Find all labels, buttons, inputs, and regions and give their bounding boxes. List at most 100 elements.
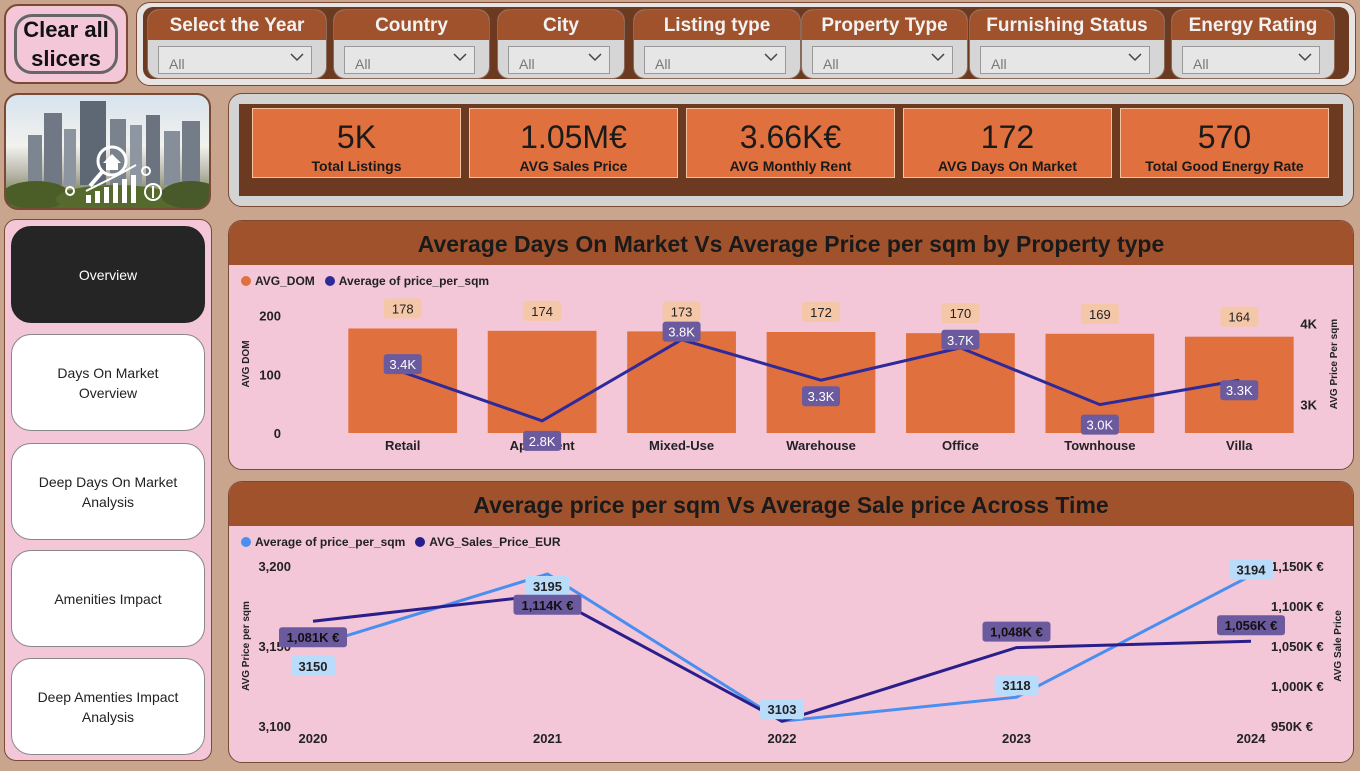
slicer-value: All — [519, 56, 535, 72]
line-data-label: 1,081K € — [287, 630, 340, 645]
bar — [766, 331, 876, 433]
bar-data-label: 164 — [1228, 310, 1250, 325]
kpi-card: 172 AVG Days On Market — [903, 108, 1112, 178]
x-tick-label: 2020 — [299, 731, 328, 746]
slicer: Listing type All — [633, 9, 801, 79]
chart-title: Average Days On Market Vs Average Price … — [229, 221, 1353, 265]
navigation-panel: Overview Days On Market Overview Deep Days… — [4, 219, 212, 761]
slicer-dropdown[interactable]: All — [158, 46, 312, 74]
house-search-icon — [88, 145, 128, 188]
bar-label-background — [802, 301, 840, 322]
y2-tick-label: 1,050K € — [1271, 639, 1324, 654]
legend-label: AVG_DOM — [255, 274, 315, 288]
line-data-label: 3103 — [768, 702, 797, 717]
nav-button-label: Overview — [78, 266, 138, 283]
legend-marker — [415, 537, 426, 547]
line-label-background — [994, 675, 1039, 696]
nav-button[interactable]: Deep Days On Market Analysis — [11, 443, 205, 540]
chevron-down-icon — [290, 53, 304, 62]
kpi-value: 570 — [1197, 119, 1252, 155]
bar-data-label: 172 — [810, 305, 832, 320]
slicer: Furnishing Status All — [969, 9, 1165, 79]
y2-tick-label: 950K € — [1271, 719, 1313, 734]
nav-button[interactable]: Deep Amenties Impact Analysis — [11, 658, 205, 755]
kpi-value: 1.05M€ — [520, 119, 627, 155]
legend-label: Average of price_per_sqm — [338, 274, 490, 288]
legend-item: AVG_Sales_Price_EUR — [415, 535, 560, 549]
line-label-background — [941, 329, 980, 350]
clear-slicers-card: Clear all slicers — [4, 4, 128, 84]
y-axis-label: AVG Price per sqm — [241, 601, 252, 691]
slicer-dropdown[interactable]: All — [344, 46, 475, 74]
slicer-dropdown[interactable]: All — [980, 46, 1150, 74]
nav-button[interactable]: Amenities Impact — [11, 550, 205, 647]
kpi-label: AVG Days On Market — [937, 158, 1077, 174]
slicer-dropdown[interactable]: All — [508, 46, 610, 74]
legend-marker — [241, 537, 251, 547]
bar-data-label: 173 — [671, 304, 693, 319]
clear-slicers-button[interactable]: Clear all slicers — [14, 14, 118, 74]
nav-button-label: Deep Amenties Impact Analysis — [37, 688, 179, 725]
y2-tick-label: 1,000K € — [1271, 679, 1324, 694]
slicer-value: All — [1193, 56, 1209, 72]
x-tick-label: Townhouse — [1064, 438, 1135, 453]
x-tick-label: Villa — [1226, 438, 1253, 453]
line-label-background — [760, 699, 804, 720]
slicer-value: All — [991, 56, 1007, 72]
x-tick-label: 2021 — [533, 731, 562, 746]
line-label-background — [982, 621, 1051, 642]
slicer-title: Property Type — [802, 10, 967, 40]
line-data-label: 3.3K — [1226, 383, 1253, 398]
x-tick-label: 2022 — [768, 731, 797, 746]
line-label-background — [291, 656, 335, 676]
slicer: Property Type All — [801, 9, 968, 79]
line-data-label: 3.4K — [389, 357, 416, 372]
chevron-down-icon — [764, 53, 778, 62]
line-label-background — [523, 430, 562, 451]
x-tick-label: 2024 — [1237, 731, 1267, 746]
y-tick-label: 3,200 — [258, 559, 291, 574]
kpi-card: 5K Total Listings — [252, 108, 461, 178]
kpi-card: 3.66K€ AVG Monthly Rent — [686, 108, 895, 178]
line-label-background — [383, 354, 422, 375]
nav-button[interactable]: Overview — [11, 226, 205, 323]
line-data-label: 3118 — [1002, 678, 1030, 693]
legend-item: AVG_DOM — [241, 274, 315, 288]
slicer-value: All — [169, 56, 185, 72]
sales-price-line — [312, 593, 1252, 723]
line-label-background — [1220, 380, 1259, 401]
slicer-dropdown[interactable]: All — [812, 46, 953, 74]
chevron-down-icon — [931, 53, 945, 62]
legend-label: Average of price_per_sqm — [255, 535, 406, 549]
dom-vs-price-chart: Average Days On Market Vs Average Price … — [228, 220, 1354, 470]
bar-label-background — [662, 301, 701, 322]
line-label-background — [1217, 615, 1285, 636]
slicer-dropdown[interactable]: All — [644, 46, 786, 74]
line-data-label: 1,056K € — [1225, 618, 1278, 633]
nav-button-label: Amenities Impact — [54, 590, 162, 607]
x-tick-label: Mixed-Use — [649, 438, 714, 453]
slicer-title: Listing type — [634, 10, 800, 40]
line-data-label: 3.7K — [947, 333, 974, 348]
x-tick-label: Office — [942, 438, 979, 453]
chevron-down-icon — [453, 53, 467, 62]
chevron-down-icon — [1128, 53, 1142, 62]
nav-button[interactable]: Days On Market Overview — [11, 334, 205, 431]
slicer-dropdown[interactable]: All — [1182, 46, 1320, 74]
x-tick-label: 2023 — [1002, 731, 1031, 746]
price-per-sqm-line — [312, 572, 1252, 723]
y2-tick-label: 4K — [1300, 316, 1317, 331]
legend-marker — [324, 276, 335, 286]
chart-title: Average price per sqm Vs Average Sale pr… — [229, 482, 1353, 526]
nav-button-label: Days On Market Overview — [57, 364, 159, 401]
dollar-coin-icon — [144, 183, 162, 201]
kpi-panel: 5K Total Listings 1.05M€ AVG Sales Price 3.6… — [228, 93, 1354, 207]
chart-legend: Average of price_per_sqm AVG_Sales_Price… — [241, 535, 570, 549]
line-data-label: 3.3K — [808, 389, 835, 404]
chart-plot-area: 0 100 200 3K 4K AVG DOM AVG Price Per sqm 178 Re… — [241, 298, 1340, 453]
line-label-background — [279, 627, 347, 648]
kpi-card: 570 Total Good Energy Rate — [1120, 108, 1329, 178]
slicer-title: City — [498, 10, 624, 40]
bar-label-background — [941, 303, 980, 324]
